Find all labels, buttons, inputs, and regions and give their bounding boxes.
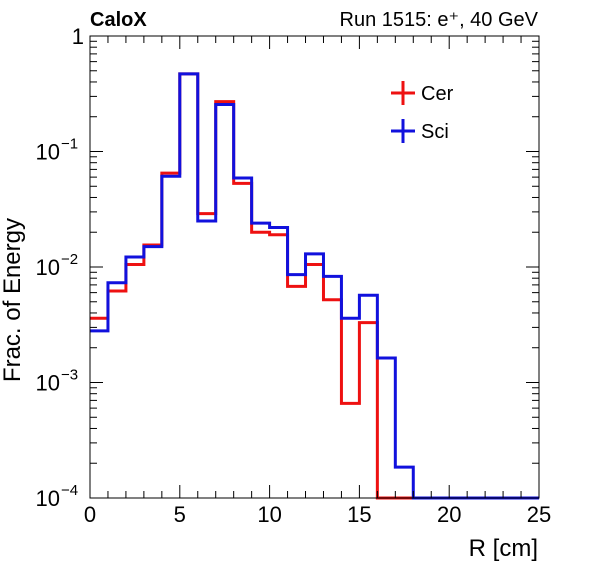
series-cer [90, 72, 539, 500]
x-tick-label: 20 [437, 502, 461, 527]
run-label: Run 1515: e⁺, 40 GeV [340, 9, 539, 31]
legend-item-cer: Cer [391, 81, 454, 105]
legend-label-cer: Cer [421, 83, 454, 105]
x-tick-label: 0 [84, 502, 96, 527]
plot-series-group [90, 72, 539, 500]
y-tick-label: 10 [36, 371, 60, 396]
legend: Cer Sci [391, 81, 454, 143]
y-tick-label: 10 [36, 255, 60, 280]
x-tick-label: 15 [347, 502, 371, 527]
y-tick-label: 10 [36, 486, 60, 511]
legend-item-sci: Sci [391, 119, 449, 143]
x-tick-label: 25 [527, 502, 551, 527]
brand-label: CaloX [90, 9, 147, 31]
y-tick-exponent: −2 [61, 251, 78, 268]
series-line-sci [90, 72, 539, 500]
x-tick-label: 5 [174, 502, 186, 527]
y-tick-exponent: −1 [61, 136, 78, 153]
legend-label-sci: Sci [421, 121, 449, 143]
y-tick-label: 10 [36, 140, 60, 165]
series-line-cer [90, 72, 539, 500]
series-sci [90, 72, 539, 500]
plot-frame [89, 35, 540, 499]
x-tick-label: 10 [257, 502, 281, 527]
y-axis-title: Frac. of Energy [0, 218, 26, 382]
y-tick-label: 1 [72, 24, 84, 49]
x-axis-title: R [cm] [469, 535, 538, 562]
y-tick-exponent: −4 [61, 482, 78, 499]
y-tick-exponent: −3 [61, 367, 78, 384]
